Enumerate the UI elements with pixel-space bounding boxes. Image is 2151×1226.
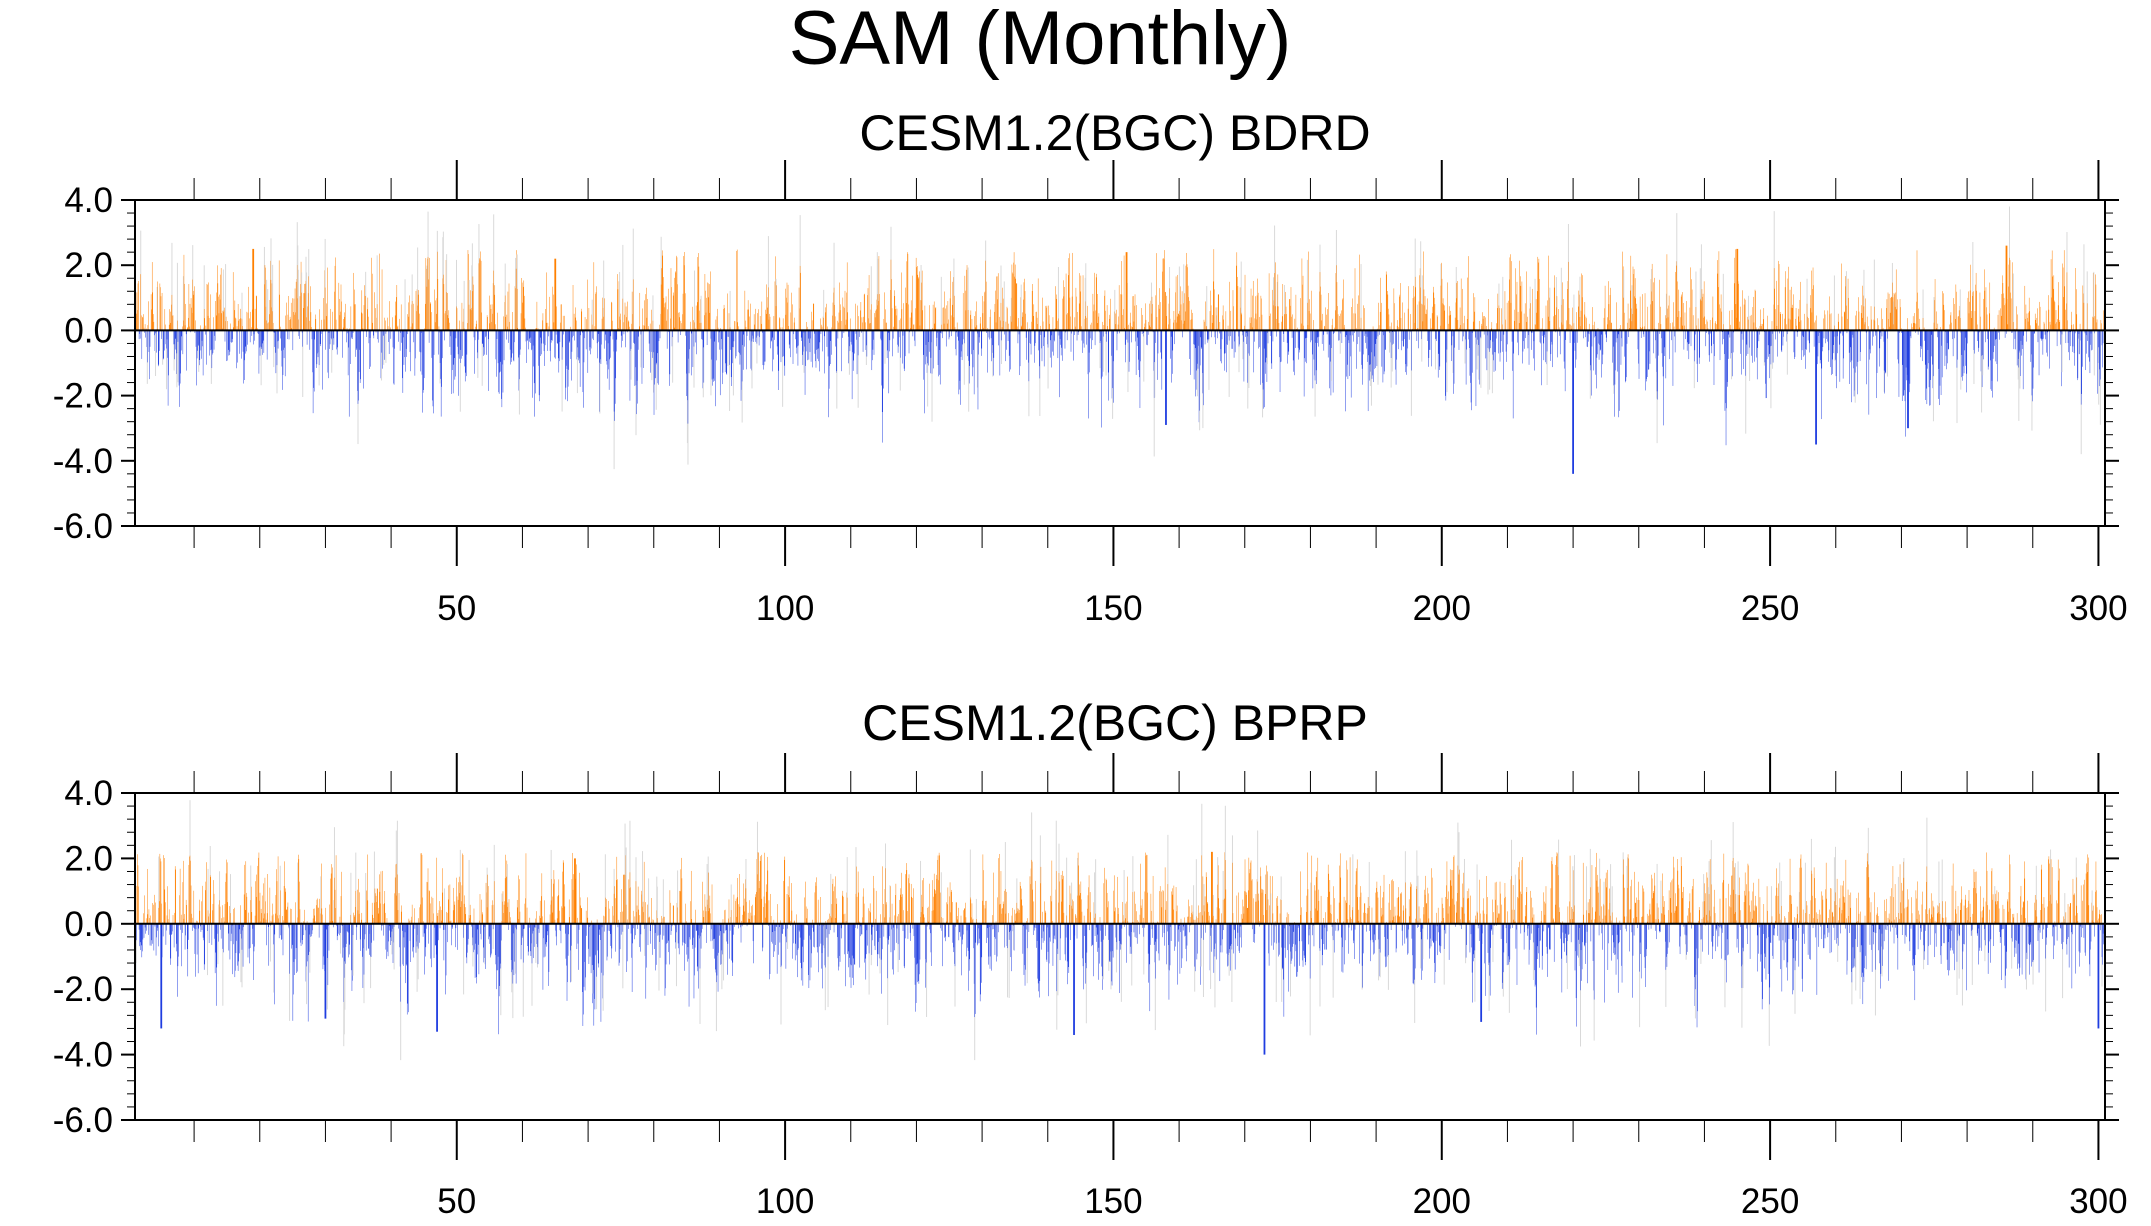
bar-extreme: [1907, 330, 1909, 428]
x-tick-label: 150: [1084, 589, 1142, 628]
y-tick-label: 2.0: [64, 246, 113, 285]
plot-frame: [135, 200, 2105, 526]
bar-extreme: [1736, 249, 1738, 331]
bar-extreme: [1165, 330, 1167, 425]
bar-extreme: [1572, 330, 1574, 473]
bar-extreme: [1815, 330, 1817, 444]
panel-title: CESM1.2(BGC) BPRP: [862, 695, 1368, 751]
x-tick-label: 50: [437, 589, 476, 628]
bar-extreme: [1126, 252, 1128, 330]
bar-extreme: [252, 249, 254, 331]
y-tick-label: 4.0: [64, 181, 113, 220]
y-tick-label: -4.0: [53, 442, 113, 481]
y-tick-label: 0.0: [64, 311, 113, 350]
y-tick-label: -2.0: [53, 377, 113, 416]
bar-extreme: [2006, 246, 2008, 331]
figure-title: SAM (Monthly): [789, 0, 1292, 81]
panel-title: CESM1.2(BGC) BDRD: [859, 105, 1370, 161]
x-tick-label: 100: [756, 589, 814, 628]
x-tick-label: 200: [1413, 589, 1471, 628]
x-tick-label: 250: [1741, 589, 1799, 628]
bar-series: [135, 207, 2105, 474]
panel-bprp: CESM1.2(BGC) BPRP4.02.00.0-2.0-4.0-6.050…: [53, 695, 2128, 1221]
panel-bdrd: CESM1.2(BGC) BDRD 4.0 2.0 0.0 -2.0 -4.0 -6.0 50…: [53, 105, 2128, 628]
y-tick-label: -6.0: [53, 507, 113, 546]
bar-extreme: [554, 259, 556, 331]
bar-series: [135, 800, 2105, 1060]
x-tick-label: 300: [2069, 589, 2127, 628]
